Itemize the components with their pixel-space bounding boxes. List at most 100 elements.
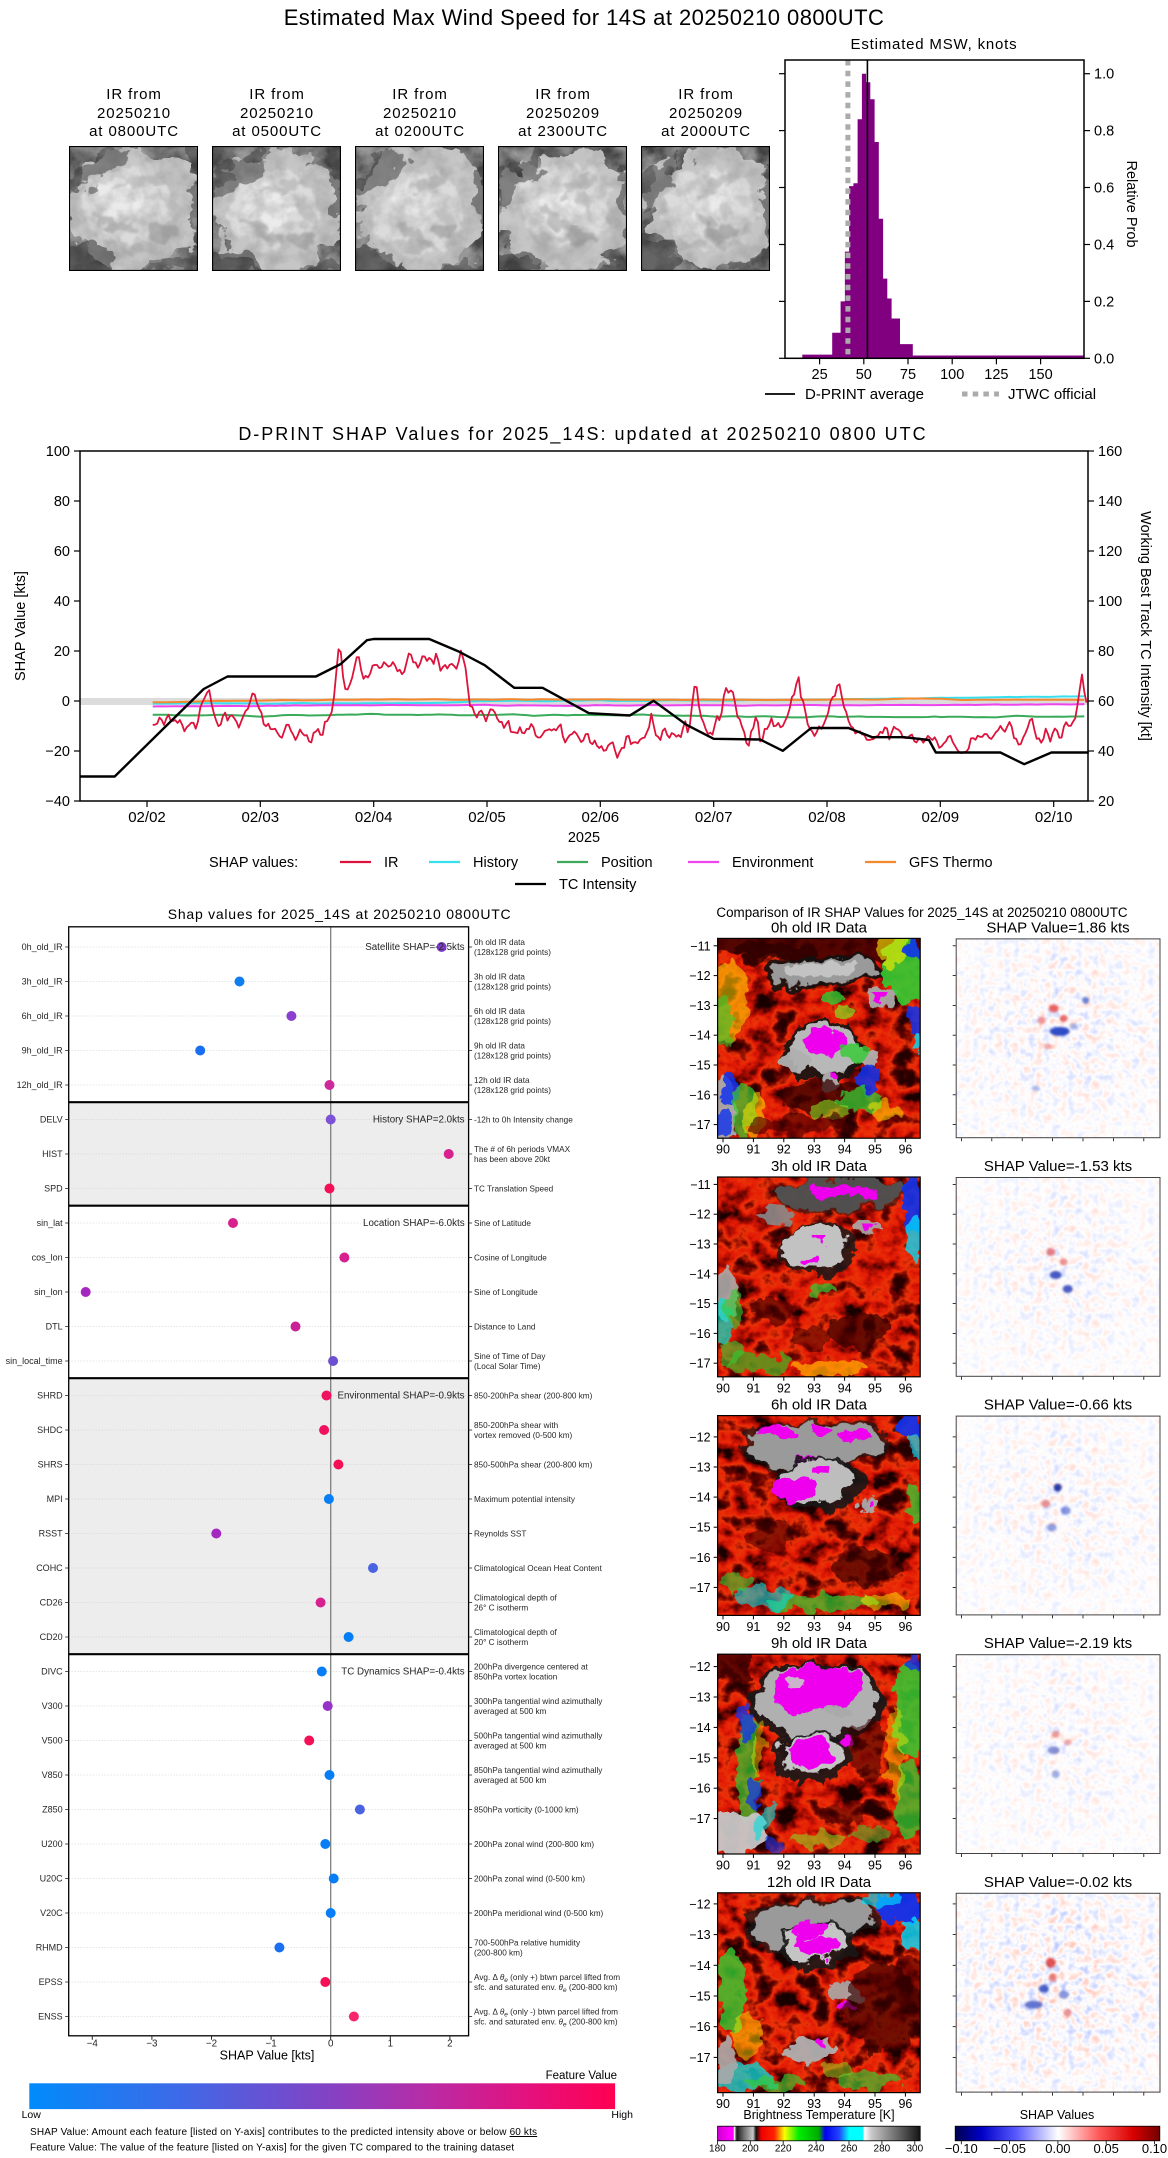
svg-text:Brightness Temperature [K]: Brightness Temperature [K] bbox=[743, 2108, 894, 2122]
svg-text:History: History bbox=[473, 855, 519, 871]
svg-text:V300: V300 bbox=[42, 1701, 63, 1711]
svg-text:−17: −17 bbox=[689, 1581, 710, 1595]
svg-text:−13: −13 bbox=[689, 1461, 710, 1475]
svg-text:2: 2 bbox=[447, 2038, 452, 2049]
svg-text:V20C: V20C bbox=[40, 1908, 63, 1918]
svg-text:Location SHAP=-6.0kts: Location SHAP=-6.0kts bbox=[363, 1218, 465, 1229]
svg-text:V850: V850 bbox=[42, 1770, 63, 1780]
svg-text:120: 120 bbox=[1098, 544, 1122, 560]
svg-text:−11: −11 bbox=[690, 1178, 710, 1192]
svg-text:92: 92 bbox=[777, 2097, 791, 2111]
svg-text:−0.10: −0.10 bbox=[945, 2141, 978, 2156]
svg-text:93: 93 bbox=[807, 1859, 821, 1873]
svg-text:The # of 6h periods VMAX: The # of 6h periods VMAX bbox=[474, 1145, 571, 1154]
svg-text:94: 94 bbox=[838, 1859, 852, 1873]
svg-text:−12: −12 bbox=[689, 1208, 710, 1222]
svg-text:(128x128 grid points): (128x128 grid points) bbox=[474, 948, 551, 957]
svg-text:180: 180 bbox=[709, 2144, 726, 2155]
svg-text:Climatological depth of: Climatological depth of bbox=[474, 1594, 558, 1603]
svg-text:−15: −15 bbox=[689, 1751, 710, 1765]
svg-text:6h old IR data: 6h old IR data bbox=[474, 1007, 525, 1016]
svg-text:Relative Prob: Relative Prob bbox=[1123, 160, 1139, 247]
svg-text:SHAP Value=-0.02 kts: SHAP Value=-0.02 kts bbox=[984, 1874, 1132, 1891]
svg-text:260: 260 bbox=[841, 2144, 858, 2155]
svg-text:sin_lon: sin_lon bbox=[34, 1287, 63, 1297]
svg-text:sin_lat: sin_lat bbox=[37, 1218, 64, 1228]
svg-text:93: 93 bbox=[807, 1620, 821, 1634]
svg-text:300hPa tangential wind azimuth: 300hPa tangential wind azimuthally bbox=[474, 1697, 603, 1706]
svg-text:850hPa tangential wind azimuth: 850hPa tangential wind azimuthally bbox=[474, 1766, 603, 1775]
svg-text:96: 96 bbox=[898, 1620, 912, 1634]
svg-text:−12: −12 bbox=[689, 1660, 710, 1674]
svg-text:−11: −11 bbox=[690, 939, 710, 953]
svg-text:280: 280 bbox=[874, 2144, 891, 2155]
svg-text:Position: Position bbox=[601, 855, 653, 871]
svg-text:91: 91 bbox=[746, 1143, 760, 1157]
svg-text:850-500hPa shear (200-800 km): 850-500hPa shear (200-800 km) bbox=[474, 1461, 593, 1470]
svg-text:02/04: 02/04 bbox=[355, 809, 393, 826]
svg-text:02/02: 02/02 bbox=[128, 809, 166, 826]
svg-text:−14: −14 bbox=[689, 1959, 710, 1973]
svg-text:Climatological depth of: Climatological depth of bbox=[474, 1628, 558, 1637]
svg-text:90: 90 bbox=[716, 1620, 730, 1634]
svg-text:−15: −15 bbox=[689, 1297, 710, 1311]
svg-text:−13: −13 bbox=[689, 1691, 710, 1705]
svg-text:0.4: 0.4 bbox=[1094, 238, 1114, 254]
svg-text:SHAP Value: Amount each featur: SHAP Value: Amount each feature [listed … bbox=[30, 2127, 537, 2138]
svg-text:90: 90 bbox=[716, 1381, 730, 1395]
svg-text:20° C isotherm: 20° C isotherm bbox=[474, 1638, 528, 1647]
svg-text:850hPa vorticity (0-1000 km): 850hPa vorticity (0-1000 km) bbox=[474, 1806, 579, 1815]
svg-text:2025: 2025 bbox=[568, 830, 600, 846]
svg-text:40: 40 bbox=[1098, 744, 1114, 760]
svg-text:SHAP Values: SHAP Values bbox=[1020, 2108, 1095, 2122]
svg-text:−14: −14 bbox=[689, 1491, 710, 1505]
svg-text:−13: −13 bbox=[689, 999, 710, 1013]
svg-text:91: 91 bbox=[746, 1620, 760, 1634]
svg-text:−12: −12 bbox=[689, 1897, 710, 1911]
svg-text:93: 93 bbox=[807, 1143, 821, 1157]
svg-text:12h old IR Data: 12h old IR Data bbox=[767, 1874, 872, 1891]
svg-text:−12: −12 bbox=[689, 1430, 710, 1444]
svg-text:−20: −20 bbox=[45, 744, 70, 760]
svg-text:80: 80 bbox=[1098, 644, 1114, 660]
svg-text:12h_old_IR: 12h_old_IR bbox=[17, 1080, 64, 1090]
svg-text:SHRS: SHRS bbox=[38, 1460, 63, 1470]
svg-text:Sine of Longitude: Sine of Longitude bbox=[474, 1288, 538, 1297]
svg-text:sin_local_time: sin_local_time bbox=[6, 1356, 63, 1366]
svg-text:−4: −4 bbox=[87, 2038, 99, 2049]
svg-text:Maximum potential intensity: Maximum potential intensity bbox=[474, 1495, 576, 1504]
svg-text:V500: V500 bbox=[42, 1736, 63, 1746]
svg-text:02/03: 02/03 bbox=[242, 809, 280, 826]
svg-text:Estimated MSW, knots: Estimated MSW, knots bbox=[851, 36, 1018, 53]
svg-text:0.00: 0.00 bbox=[1045, 2141, 1070, 2156]
svg-text:0: 0 bbox=[328, 2038, 334, 2049]
svg-text:850-200hPa shear (200-800 km): 850-200hPa shear (200-800 km) bbox=[474, 1392, 593, 1401]
svg-text:Avg. Δ θe (only +) btwn parcel: Avg. Δ θe (only +) btwn parcel lifted fr… bbox=[474, 1973, 620, 1984]
svg-text:(128x128 grid points): (128x128 grid points) bbox=[474, 1051, 551, 1060]
svg-text:Avg. Δ θe (only -) btwn parcel: Avg. Δ θe (only -) btwn parcel lifted fr… bbox=[474, 2008, 618, 2019]
svg-text:150: 150 bbox=[1028, 367, 1052, 383]
svg-text:sfc. and saturated env. θe (20: sfc. and saturated env. θe (200-800 km) bbox=[474, 1983, 618, 1994]
svg-text:94: 94 bbox=[838, 2097, 852, 2111]
svg-text:−15: −15 bbox=[689, 1990, 710, 2004]
svg-text:−17: −17 bbox=[689, 1118, 710, 1132]
svg-text:averaged at 500 km: averaged at 500 km bbox=[474, 1707, 547, 1716]
svg-text:25: 25 bbox=[812, 367, 828, 383]
svg-text:Satellite SHAP=-2.5kts: Satellite SHAP=-2.5kts bbox=[365, 942, 464, 953]
svg-text:02/09: 02/09 bbox=[922, 809, 960, 826]
svg-text:3h old IR Data: 3h old IR Data bbox=[771, 1158, 868, 1175]
svg-text:96: 96 bbox=[898, 1143, 912, 1157]
svg-text:300: 300 bbox=[906, 2144, 923, 2155]
svg-text:60: 60 bbox=[54, 544, 70, 560]
svg-text:SPD: SPD bbox=[44, 1184, 63, 1194]
svg-text:20: 20 bbox=[1098, 794, 1114, 810]
svg-text:12h old IR data: 12h old IR data bbox=[474, 1076, 530, 1085]
svg-text:26° C isotherm: 26° C isotherm bbox=[474, 1603, 528, 1612]
svg-text:HIST: HIST bbox=[42, 1149, 63, 1159]
svg-text:averaged at 500 km: averaged at 500 km bbox=[474, 1776, 547, 1785]
svg-text:Distance to Land: Distance to Land bbox=[474, 1323, 536, 1332]
svg-text:92: 92 bbox=[777, 1381, 791, 1395]
svg-text:94: 94 bbox=[838, 1143, 852, 1157]
svg-text:−16: −16 bbox=[689, 1551, 710, 1565]
svg-text:95: 95 bbox=[868, 1381, 882, 1395]
